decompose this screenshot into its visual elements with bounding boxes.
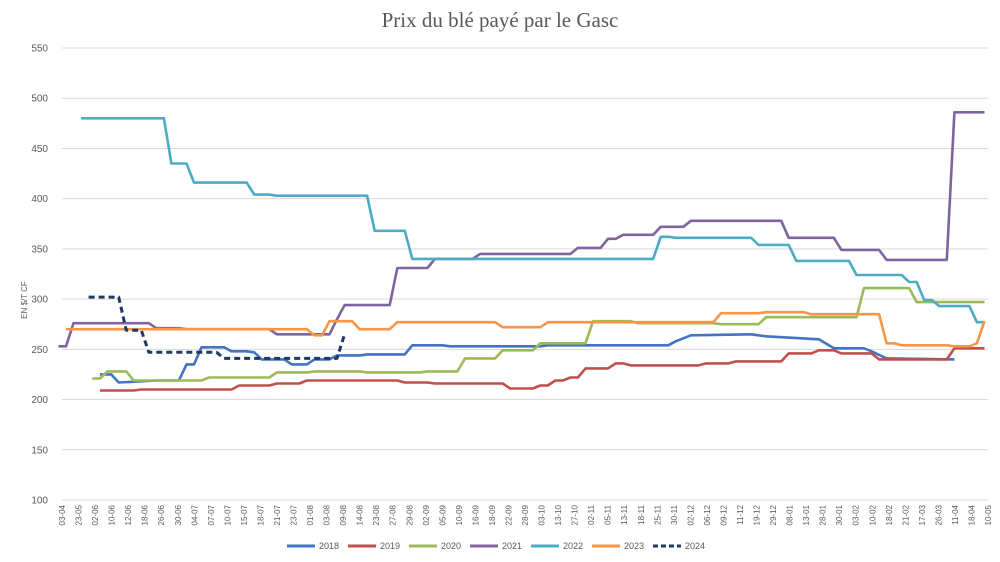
x-tick-label: 02-09 bbox=[422, 504, 431, 525]
x-tick-label: 13-10 bbox=[554, 504, 563, 525]
legend-label-2022: 2022 bbox=[563, 541, 583, 551]
x-tick-label: 19-12 bbox=[753, 504, 762, 525]
series-line-2020 bbox=[92, 286, 985, 382]
x-tick-label: 18-06 bbox=[141, 504, 150, 525]
x-tick-label: 29-08 bbox=[405, 504, 414, 525]
x-tick-label: 21-02 bbox=[901, 504, 910, 525]
x-tick-label: 26-06 bbox=[157, 504, 166, 525]
y-tick-label: 400 bbox=[31, 194, 48, 205]
x-tick-label: 17-03 bbox=[918, 504, 927, 525]
x-tick-label: 30-11 bbox=[670, 504, 679, 524]
legend-label-2021: 2021 bbox=[502, 541, 522, 551]
gridlines bbox=[62, 47, 988, 501]
x-tick-label: 06-12 bbox=[703, 504, 712, 525]
x-tick-label: 10-06 bbox=[108, 504, 117, 525]
legend: 2018 2019 2020 2021 2022 2023 2024 bbox=[287, 541, 705, 551]
x-tick-label: 15-07 bbox=[240, 504, 249, 525]
x-tick-label: 29-12 bbox=[769, 504, 778, 525]
x-tick-label: 28-09 bbox=[521, 504, 530, 525]
x-tick-label: 30-01 bbox=[835, 504, 844, 525]
y-tick-label: 550 bbox=[31, 44, 48, 55]
series-line-2024 bbox=[88, 295, 347, 360]
x-tick-label: 18-04 bbox=[967, 504, 976, 525]
y-tick-label: 150 bbox=[31, 445, 48, 456]
x-tick-label: 02-11 bbox=[587, 504, 596, 524]
x-tick-label: 10-07 bbox=[223, 504, 232, 525]
y-axis-label: EN $/T CF bbox=[20, 281, 29, 319]
x-tick-label: 18-09 bbox=[488, 504, 497, 525]
y-tick-label: 500 bbox=[31, 94, 48, 105]
x-tick-label: 09-08 bbox=[339, 504, 348, 525]
x-tick-label: 27-08 bbox=[389, 504, 398, 525]
legend-label-2018: 2018 bbox=[319, 541, 339, 551]
y-tick-label: 350 bbox=[31, 244, 48, 255]
x-tick-label: 03-08 bbox=[323, 504, 332, 525]
x-tick-label: 07-07 bbox=[207, 504, 216, 525]
x-tick-label: 03-10 bbox=[538, 504, 547, 525]
x-tick-label: 10-09 bbox=[455, 504, 464, 525]
x-tick-label: 23-08 bbox=[372, 504, 381, 525]
y-tick-label: 100 bbox=[31, 496, 48, 507]
x-tick-label: 01-08 bbox=[306, 504, 315, 525]
x-tick-label: 02-12 bbox=[686, 504, 695, 525]
series-line-2018 bbox=[99, 332, 955, 384]
x-tick-label: 05-11 bbox=[604, 504, 613, 524]
y-tick-label: 250 bbox=[31, 345, 48, 356]
x-tick-label: 23-07 bbox=[290, 504, 299, 525]
x-tick-label: 25-11 bbox=[653, 504, 662, 524]
x-tick-label: 18-07 bbox=[256, 504, 265, 525]
legend-label-2019: 2019 bbox=[380, 541, 400, 551]
y-axis-ticks: 100 150 200 250 300 350 400 450 500 550 bbox=[31, 44, 48, 507]
x-tick-label: 23-05 bbox=[75, 504, 84, 525]
x-tick-label: 27-10 bbox=[571, 504, 580, 525]
x-tick-label: 02-06 bbox=[91, 504, 100, 525]
x-tick-label: 22-09 bbox=[504, 504, 513, 525]
x-tick-label: 16-09 bbox=[471, 504, 480, 525]
x-tick-label: 03-02 bbox=[852, 504, 861, 525]
y-tick-label: 300 bbox=[31, 295, 48, 306]
x-tick-label: 30-06 bbox=[174, 504, 183, 525]
x-tick-label: 13-11 bbox=[620, 504, 629, 524]
x-tick-label: 11-12 bbox=[736, 504, 745, 524]
x-tick-label: 08-01 bbox=[786, 504, 795, 525]
y-tick-label: 200 bbox=[31, 395, 48, 406]
x-tick-label: 26-03 bbox=[934, 504, 943, 525]
legend-label-2023: 2023 bbox=[624, 541, 644, 551]
x-tick-label: 18-02 bbox=[885, 504, 894, 525]
x-tick-label: 09-12 bbox=[719, 504, 728, 525]
x-tick-label: 18-11 bbox=[637, 504, 646, 524]
x-tick-label: 12-06 bbox=[124, 504, 133, 525]
x-tick-label: 28-01 bbox=[819, 504, 828, 525]
x-tick-label: 03-04 bbox=[58, 504, 67, 525]
x-tick-label: 10-05 bbox=[984, 504, 993, 525]
x-tick-label: 14-08 bbox=[356, 504, 365, 525]
chart-title: Prix du blé payé par le Gasc bbox=[381, 8, 619, 32]
series-line-2021 bbox=[58, 111, 985, 348]
x-tick-label: 11-04 bbox=[951, 504, 960, 524]
series-lines bbox=[58, 111, 986, 392]
y-tick-label: 450 bbox=[31, 144, 48, 155]
x-tick-label: 21-07 bbox=[273, 504, 282, 525]
legend-label-2020: 2020 bbox=[441, 541, 461, 551]
x-tick-label: 13-01 bbox=[802, 504, 811, 525]
x-tick-label: 10-02 bbox=[868, 504, 877, 525]
x-axis-ticks: 03-04 23-05 02-06 10-06 12-06 18-06 26-06 30-06… bbox=[58, 504, 993, 525]
series-line-2023 bbox=[66, 310, 986, 348]
x-tick-label: 04-07 bbox=[190, 504, 199, 525]
series-line-2019 bbox=[99, 346, 985, 392]
legend-label-2024: 2024 bbox=[685, 541, 705, 551]
x-tick-label: 05-09 bbox=[438, 504, 447, 525]
series-line-2022 bbox=[81, 117, 985, 324]
